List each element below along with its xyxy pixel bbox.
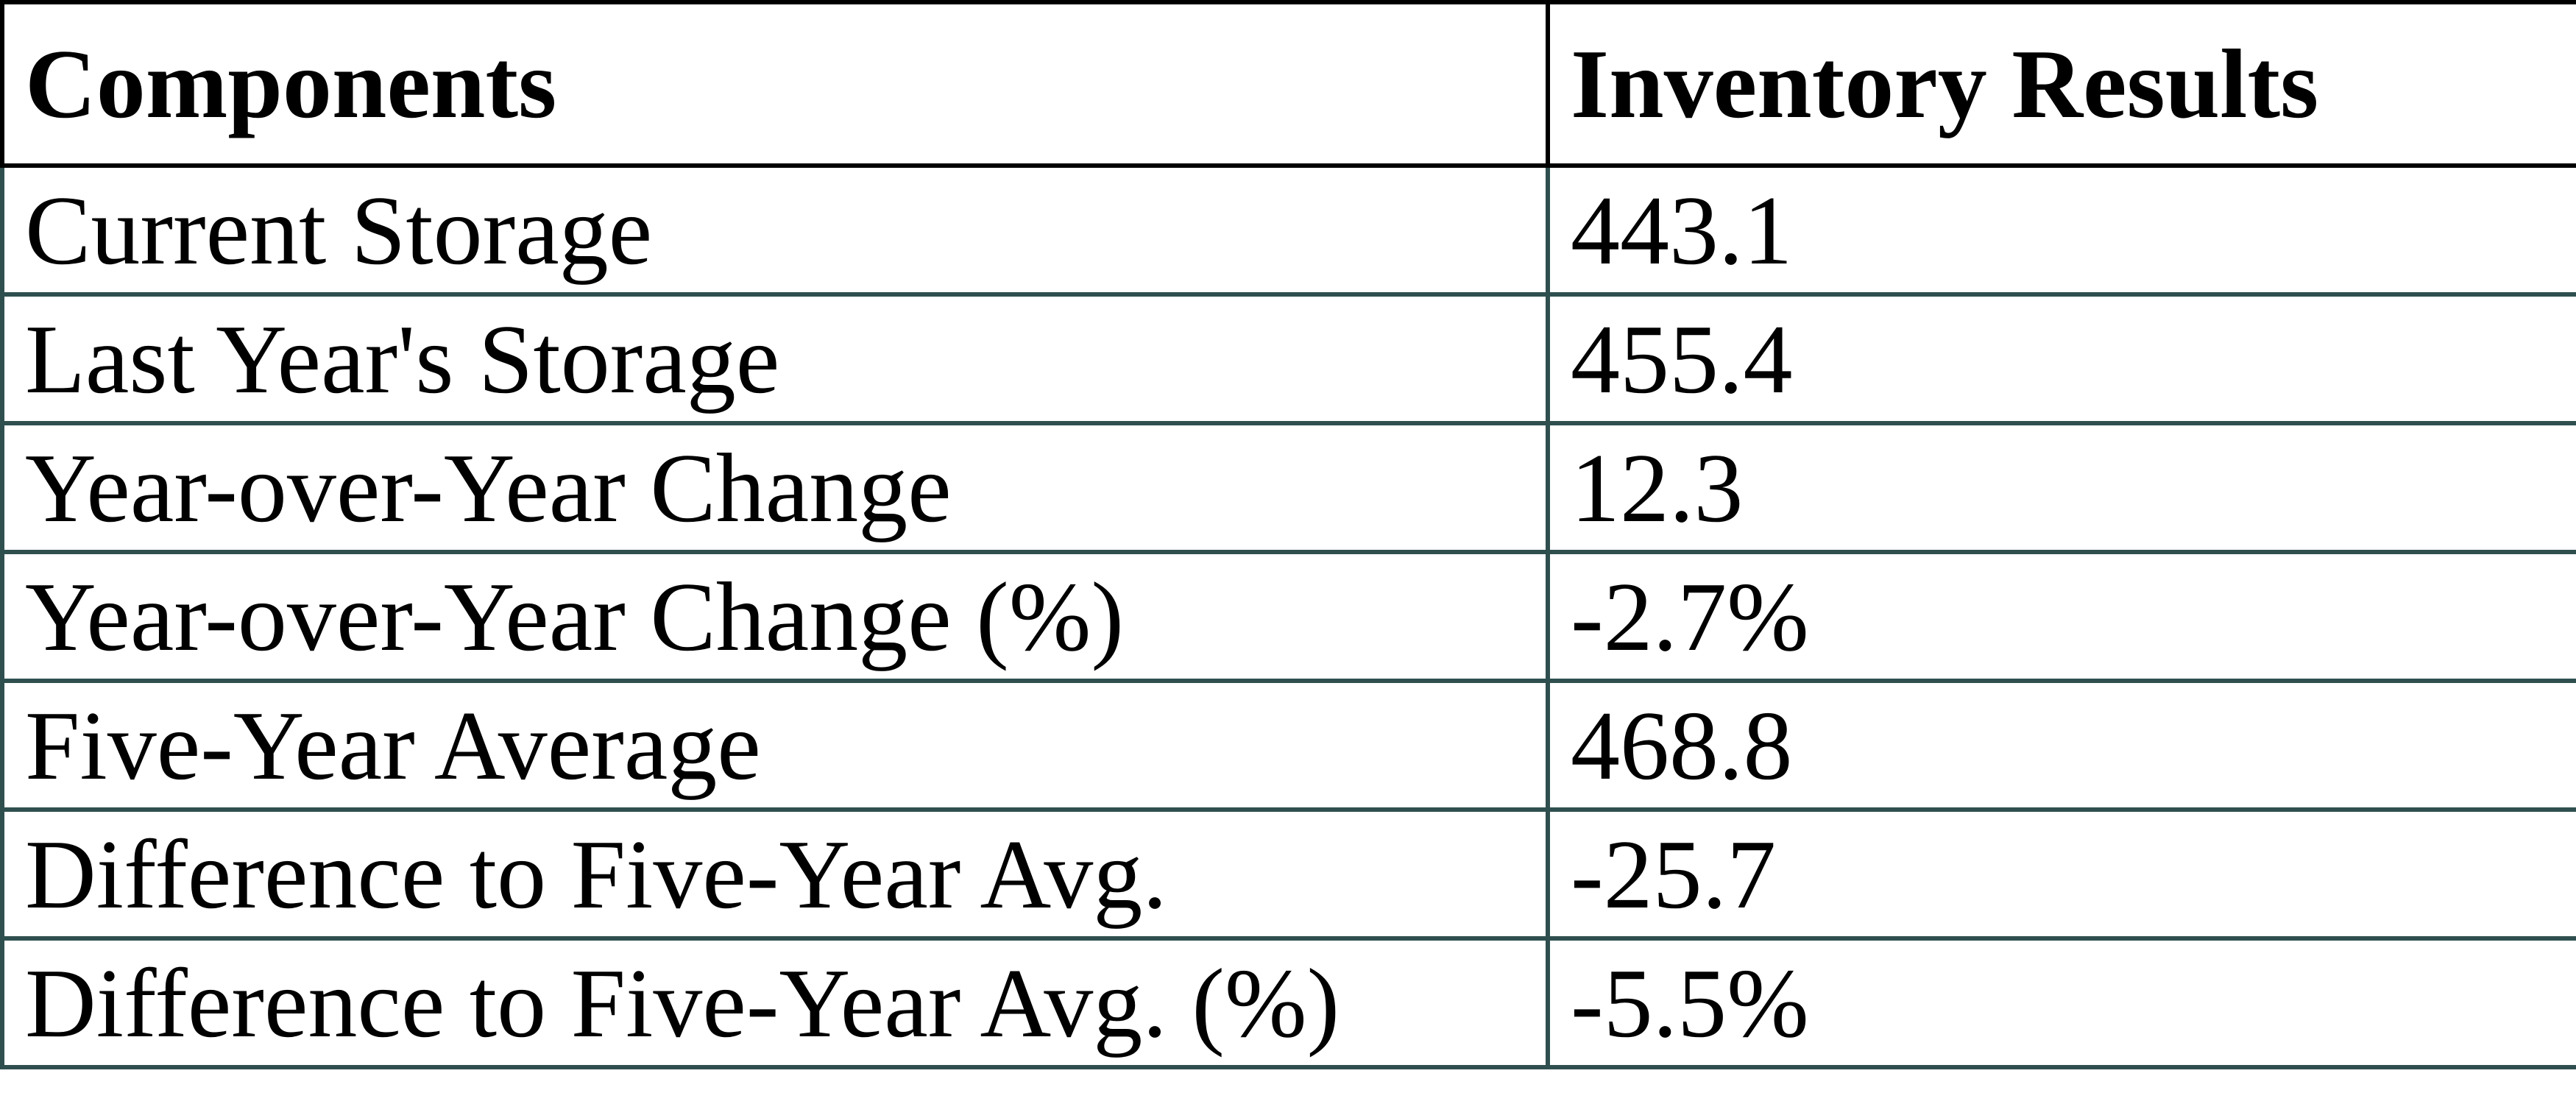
table-row: Five-Year Average 468.8	[0, 679, 2576, 812]
value-cell: -2.7%	[1546, 550, 2576, 683]
table-body: Current Storage 443.1 Last Year's Storage 4…	[0, 163, 2576, 1069]
value-cell: -5.5%	[1546, 936, 2576, 1069]
component-cell: Last Year's Storage	[0, 292, 1550, 425]
component-cell: Difference to Five-Year Avg. (%)	[0, 936, 1550, 1069]
column-header-inventory-results: Inventory Results	[1546, 0, 2576, 168]
table-header: Components Inventory Results	[0, 0, 2576, 168]
value-cell: 443.1	[1546, 163, 2576, 297]
value-cell: 455.4	[1546, 292, 2576, 425]
table-row: Year-over-Year Change (%) -2.7%	[0, 550, 2576, 683]
table-row: Year-over-Year Change 12.3	[0, 421, 2576, 554]
value-cell: -25.7	[1546, 807, 2576, 941]
value-cell: 12.3	[1546, 421, 2576, 554]
header-row: Components Inventory Results	[0, 0, 2576, 168]
table-row: Last Year's Storage 455.4	[0, 292, 2576, 425]
value-cell: 468.8	[1546, 679, 2576, 812]
column-header-components: Components	[0, 0, 1550, 168]
component-cell: Year-over-Year Change	[0, 421, 1550, 554]
table-row: Current Storage 443.1	[0, 163, 2576, 297]
component-cell: Difference to Five-Year Avg.	[0, 807, 1550, 941]
table-row: Difference to Five-Year Avg. -25.7	[0, 807, 2576, 941]
component-cell: Five-Year Average	[0, 679, 1550, 812]
inventory-results-table: Components Inventory Results Current Sto…	[0, 0, 2576, 1069]
component-cell: Current Storage	[0, 163, 1550, 297]
table-row: Difference to Five-Year Avg. (%) -5.5%	[0, 936, 2576, 1069]
component-cell: Year-over-Year Change (%)	[0, 550, 1550, 683]
